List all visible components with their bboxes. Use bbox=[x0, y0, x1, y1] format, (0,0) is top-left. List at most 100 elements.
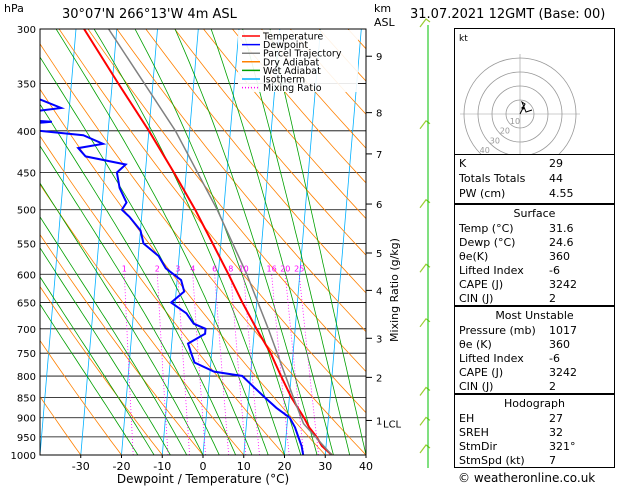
pressure-tick-label: 500 bbox=[17, 206, 36, 217]
pressure-unit: hPa bbox=[4, 2, 24, 15]
isotherm-line bbox=[40, 29, 77, 455]
pressure-tick-label: 800 bbox=[17, 372, 36, 383]
pressure-tick-label: 950 bbox=[17, 433, 36, 444]
surface-row: Temp (°C) 31.6 bbox=[459, 222, 574, 235]
legend-entry: Parcel Trajectory bbox=[263, 49, 342, 60]
credit-label: © weatheronline.co.uk bbox=[458, 471, 596, 485]
mixing-ratio-label: 10 bbox=[239, 264, 249, 273]
indices-panel: K 29 Totals Totals 44 PW (cm) 4.55 Surface … bbox=[454, 154, 615, 468]
most-unstable-row: CAPE (J) 3242 bbox=[459, 366, 577, 379]
isotherm-line bbox=[161, 29, 199, 455]
x-tick-label: -20 bbox=[113, 460, 131, 473]
most-unstable-row: θe (K) 360 bbox=[459, 338, 570, 351]
index-row: PW (cm) 4.55 bbox=[459, 187, 574, 200]
series-dewpoint bbox=[40, 98, 305, 455]
km-unit: km bbox=[374, 2, 392, 15]
legend-entry: Dewpoint bbox=[263, 40, 308, 51]
wet-adiabat-line bbox=[40, 103, 236, 455]
dry-adiabat-line bbox=[116, 29, 366, 333]
surface-row: CIN (J) 2 bbox=[459, 292, 556, 305]
mixing-ratio-label: 4 bbox=[190, 264, 195, 273]
dry-adiabat-line bbox=[40, 183, 245, 455]
km-tick-label: 9 bbox=[376, 52, 382, 63]
datetime-label: 31.07.2021 12GMT (Base: 00) bbox=[410, 7, 606, 22]
km-tick-label: 8 bbox=[376, 109, 382, 120]
km-tick-label: 5 bbox=[376, 249, 382, 260]
km-sub: ASL bbox=[374, 16, 395, 29]
hodograph-ring-label: 30 bbox=[490, 136, 500, 145]
pressure-tick-label: 650 bbox=[17, 299, 36, 310]
wet-adiabat-line bbox=[242, 29, 351, 455]
hodograph-ring-label: 20 bbox=[500, 127, 510, 136]
x-tick-label: 20 bbox=[278, 460, 292, 473]
hodograph-row: StmDir 321° bbox=[459, 440, 576, 453]
series-parcel-trajectory bbox=[107, 29, 333, 455]
pressure-tick-label: 550 bbox=[17, 239, 36, 250]
mixing-ratio-label: 2 bbox=[155, 264, 160, 273]
wet-adiabat-line bbox=[40, 182, 204, 455]
wet-adiabat-line bbox=[40, 247, 171, 455]
hodograph-ring-label: 40 bbox=[480, 146, 490, 155]
wind-barb bbox=[419, 444, 431, 454]
x-axis-label: Dewpoint / Temperature (°C) bbox=[117, 472, 289, 486]
dry-adiabat-line bbox=[40, 135, 285, 455]
legend-background bbox=[238, 30, 358, 92]
x-tick-label: 30 bbox=[318, 460, 332, 473]
hodograph-table-title: Hodograph bbox=[504, 397, 565, 410]
pressure-tick-label: 300 bbox=[17, 25, 36, 36]
location-label: 30°07'N 266°13'W 4m ASL bbox=[62, 7, 237, 22]
mixing-ratio-label: 3 bbox=[175, 264, 180, 273]
wet-adiabat-line bbox=[210, 29, 334, 455]
x-tick-label: -30 bbox=[72, 460, 90, 473]
pressure-tick-label: 600 bbox=[17, 270, 36, 281]
legend-entry: Wet Adiabat bbox=[263, 66, 321, 77]
dry-adiabat-line bbox=[40, 43, 366, 455]
km-tick-label: 1 bbox=[376, 416, 382, 427]
wind-barb bbox=[419, 119, 431, 130]
dry-adiabat-line bbox=[145, 29, 366, 294]
isotherm-line bbox=[80, 29, 118, 455]
surface-row: CAPE (J) 3242 bbox=[459, 278, 577, 291]
wet-adiabat-line bbox=[269, 29, 366, 455]
km-tick-label: 4 bbox=[376, 286, 382, 297]
x-tick-label: 40 bbox=[359, 460, 373, 473]
dry-adiabat-line bbox=[40, 233, 204, 455]
x-tick-label: -10 bbox=[153, 460, 171, 473]
hodograph-row: StmSpd (kt) 7 bbox=[459, 454, 556, 467]
dry-adiabat-line bbox=[40, 285, 163, 455]
surface-box: Surface Temp (°C) 31.6 Dewp (°C) 24.6 θe(K… bbox=[454, 204, 615, 306]
wind-barb bbox=[419, 263, 431, 273]
wind-profile bbox=[419, 18, 431, 468]
mixing-ratio-line bbox=[230, 274, 247, 455]
mixing-ratio-label: 1 bbox=[122, 264, 127, 273]
dry-adiabat-line bbox=[40, 88, 326, 455]
index-row: K 29 bbox=[459, 157, 563, 170]
legend-entry: Isotherm bbox=[263, 75, 305, 86]
pressure-tick-label: 900 bbox=[17, 414, 36, 425]
dry-adiabat-line bbox=[203, 29, 366, 220]
most-unstable-title: Most Unstable bbox=[495, 309, 574, 322]
surface-title: Surface bbox=[513, 207, 556, 220]
dry-adiabat-line bbox=[174, 29, 366, 256]
wet-adiabat-line bbox=[40, 145, 220, 455]
most-unstable-row: CIN (J) 2 bbox=[459, 380, 556, 393]
pressure-tick-label: 450 bbox=[17, 168, 36, 179]
dry-adiabat-line bbox=[87, 29, 366, 373]
wind-barb bbox=[419, 198, 431, 209]
dry-adiabat-line bbox=[40, 339, 122, 455]
mixing-ratio-label: 20 bbox=[280, 264, 290, 273]
x-tick-label: 10 bbox=[237, 460, 251, 473]
lcl-label: LCL bbox=[383, 420, 402, 431]
wind-barb bbox=[419, 18, 431, 28]
wet-adiabat-line bbox=[55, 29, 269, 455]
hodograph-table-box: Hodograph EH 27 SREH 32 StmDir 321° StmSpd … bbox=[454, 394, 615, 468]
isotherm-line bbox=[284, 29, 321, 455]
mixing-ratio-line bbox=[192, 274, 206, 455]
mixing-ratio-label: 8 bbox=[228, 264, 233, 273]
hodograph-row: SREH 32 bbox=[459, 426, 563, 439]
hodograph-ring-label: 10 bbox=[510, 117, 520, 126]
pressure-tick-label: 400 bbox=[17, 127, 36, 138]
